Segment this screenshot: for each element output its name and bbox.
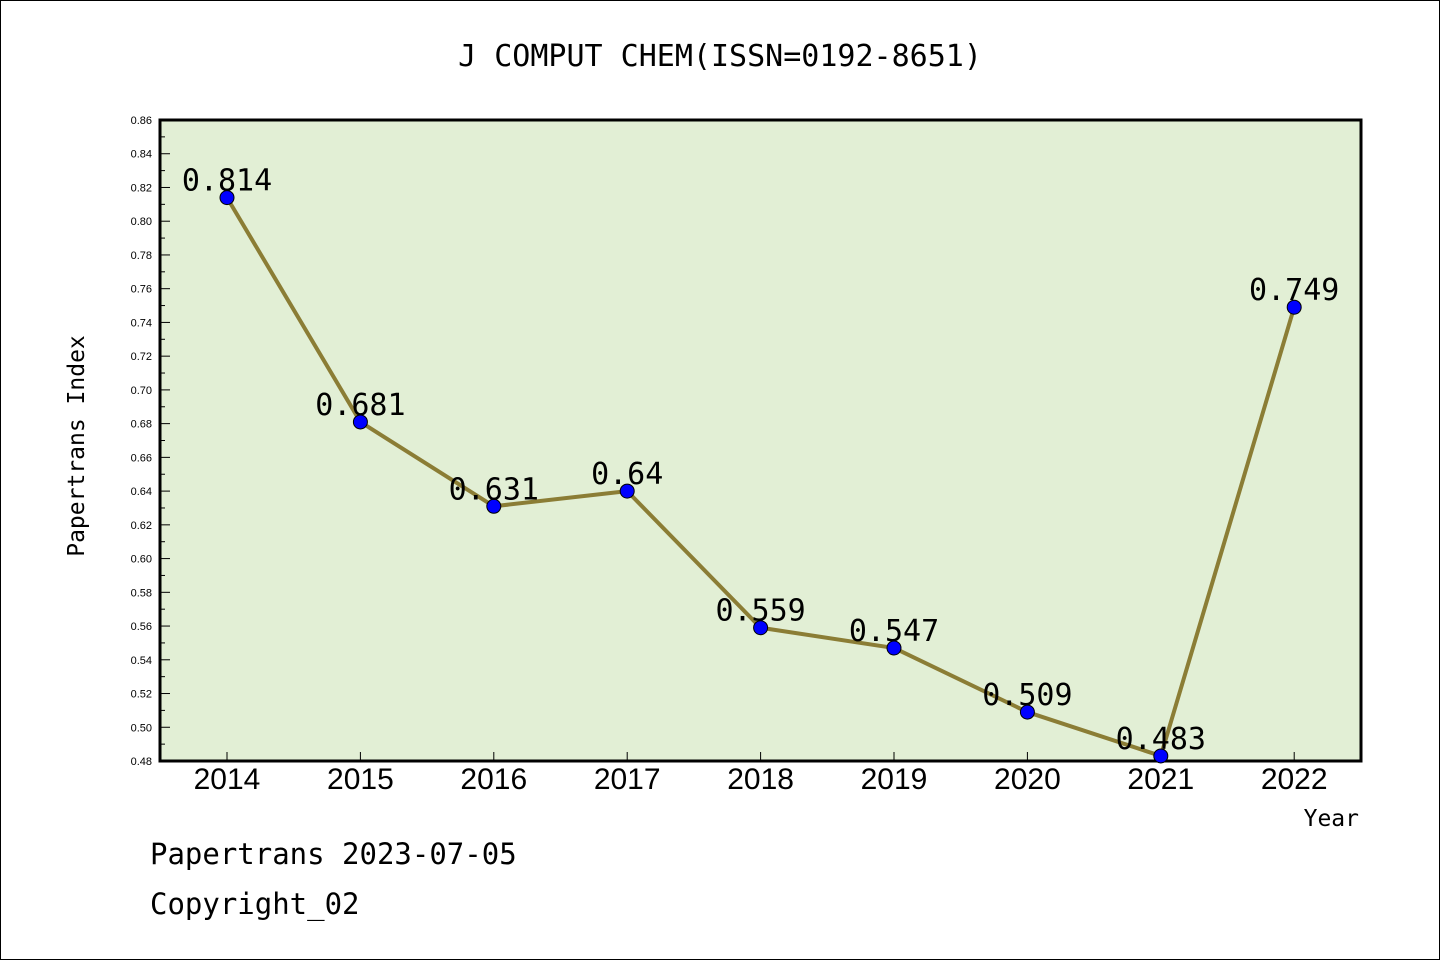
x-tick-label: 2020 — [994, 763, 1061, 796]
data-label: 0.559 — [715, 594, 805, 629]
x-tick-label: 2014 — [194, 763, 261, 796]
y-tick-label: 0.74 — [131, 317, 152, 329]
y-tick-label: 0.58 — [131, 587, 152, 599]
x-tick-label: 2019 — [861, 763, 928, 796]
data-label: 0.547 — [849, 614, 939, 649]
y-tick-label: 0.62 — [131, 520, 152, 532]
y-tick-label: 0.70 — [131, 385, 152, 397]
chart-title: J COMPUT CHEM(ISSN=0192-8651) — [458, 39, 982, 74]
data-point — [352, 414, 368, 430]
x-tick-label: 2018 — [727, 763, 794, 796]
y-tick-label: 0.72 — [131, 351, 152, 363]
x-tick-label: 2022 — [1261, 763, 1328, 796]
series-markers — [219, 190, 1302, 764]
y-axis: 0.48 0.50 0.52 0.54 0.56 0.58 0.60 0.62 0.64 0.66… — [131, 115, 170, 768]
y-axis-title: Papertrans Index — [64, 335, 90, 557]
footer-copyright: Copyright_02 — [150, 887, 360, 922]
y-tick-label: 0.66 — [131, 452, 152, 464]
y-tick-label: 0.52 — [131, 689, 152, 701]
y-tick-label: 0.86 — [131, 115, 152, 127]
y-tick-label: 0.64 — [131, 486, 152, 498]
data-label: 0.64 — [591, 457, 663, 492]
y-tick-label: 0.68 — [131, 419, 152, 431]
data-label: 0.483 — [1116, 722, 1206, 757]
y-tick-label: 0.76 — [131, 284, 152, 296]
data-label: 0.814 — [182, 164, 272, 199]
data-point — [886, 640, 902, 656]
x-tick-label: 2016 — [460, 763, 527, 796]
y-tick-label: 0.80 — [131, 216, 152, 228]
x-tick-label: 2021 — [1127, 763, 1194, 796]
x-tick-label: 2017 — [594, 763, 661, 796]
footer-date: Papertrans 2023-07-05 — [150, 837, 517, 871]
data-labels: 0.814 0.681 0.631 0.64 0.559 0.547 0.509 0.483 0… — [182, 164, 1340, 757]
data-label: 0.749 — [1249, 273, 1339, 308]
y-tick-label: 0.82 — [131, 182, 152, 194]
y-tick-label: 0.50 — [131, 722, 152, 734]
data-label: 0.631 — [449, 472, 539, 507]
x-axis-title: Year — [1304, 806, 1359, 832]
data-point — [753, 620, 769, 636]
y-tick-label: 0.84 — [131, 149, 152, 161]
data-point — [486, 498, 502, 514]
y-tick-label: 0.60 — [131, 554, 152, 566]
x-axis: 2014 2015 2016 2017 2018 2019 2020 2021 2022 — [194, 752, 1328, 796]
data-point — [1019, 704, 1035, 720]
y-tick-label: 0.48 — [131, 756, 152, 768]
data-point — [1153, 748, 1169, 764]
y-tick-label: 0.78 — [131, 250, 152, 262]
x-tick-label: 2015 — [327, 763, 394, 796]
data-label: 0.509 — [982, 678, 1072, 713]
y-tick-label: 0.54 — [131, 655, 152, 667]
data-label: 0.681 — [315, 388, 405, 423]
data-point — [1286, 299, 1302, 315]
plot-area — [158, 118, 1363, 763]
y-tick-label: 0.56 — [131, 621, 152, 633]
data-point — [219, 190, 235, 206]
data-point — [619, 483, 635, 499]
